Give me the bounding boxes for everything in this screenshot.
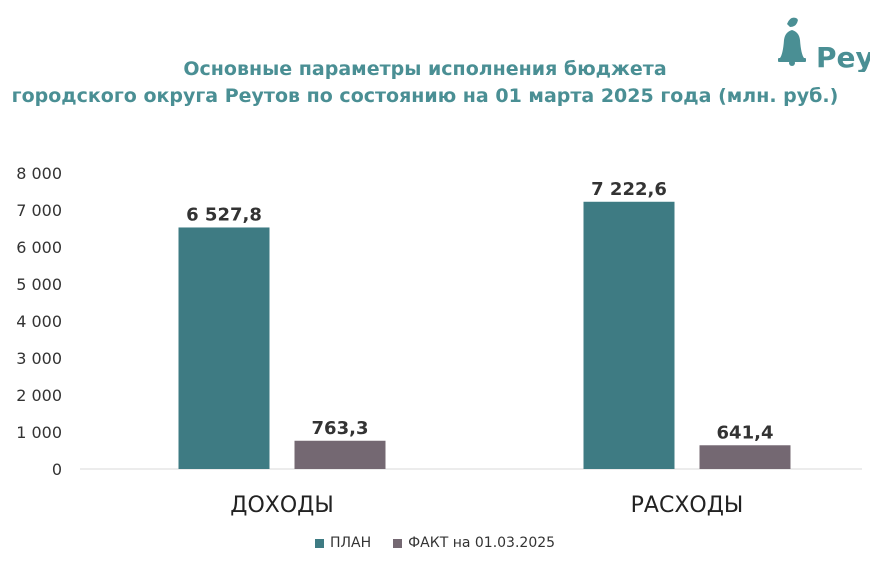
logo-text: Реу <box>816 41 870 72</box>
legend-label-plan: ПЛАН <box>329 535 372 551</box>
y-tick-label: 1 000 <box>16 423 62 442</box>
value-labels: 6 527,8 763,3 7 222,6 641,4 <box>186 179 773 444</box>
legend: ПЛАН ФАКТ на 01.03.2025 <box>0 535 870 551</box>
y-axis: 0 1 000 2 000 3 000 4 000 5 000 6 000 7 000 8 00… <box>16 164 62 479</box>
y-tick-label: 0 <box>52 460 62 479</box>
legend-item-fact: ФАКТ на 01.03.2025 <box>393 535 555 551</box>
bar-chart: 0 1 000 2 000 3 000 4 000 5 000 6 000 7 000 8 00… <box>16 164 862 518</box>
category-label: ДОХОДЫ <box>230 493 334 518</box>
chart-title-line-2: городского округа Реутов по состоянию на… <box>11 85 839 107</box>
bar-plan-1 <box>583 201 675 469</box>
category-label: РАСХОДЫ <box>631 493 744 518</box>
value-label: 6 527,8 <box>186 204 262 225</box>
chart-title: Основные параметры исполнения бюджета го… <box>0 56 850 110</box>
value-label: 641,4 <box>717 422 774 443</box>
category-labels: ДОХОДЫ РАСХОДЫ <box>230 493 743 518</box>
y-tick-label: 8 000 <box>16 164 62 183</box>
bell-icon <box>778 17 806 66</box>
y-tick-label: 2 000 <box>16 386 62 405</box>
y-tick-label: 4 000 <box>16 312 62 331</box>
y-tick-label: 3 000 <box>16 349 62 368</box>
value-label: 7 222,6 <box>591 179 667 200</box>
chart-title-line-1: Основные параметры исполнения бюджета <box>183 58 667 80</box>
legend-swatch-fact <box>393 538 403 548</box>
bar-fact-0 <box>294 440 386 469</box>
y-tick-label: 7 000 <box>16 201 62 220</box>
reutov-logo: Реу <box>778 17 870 72</box>
legend-swatch-plan <box>314 538 324 548</box>
bar-fact-1 <box>699 445 791 469</box>
value-label: 763,3 <box>312 418 369 439</box>
legend-label-fact: ФАКТ на 01.03.2025 <box>408 535 556 551</box>
bars <box>178 201 791 469</box>
y-tick-label: 5 000 <box>16 275 62 294</box>
bar-plan-0 <box>178 227 270 469</box>
legend-item-plan: ПЛАН <box>314 535 372 551</box>
y-tick-label: 6 000 <box>16 238 62 257</box>
